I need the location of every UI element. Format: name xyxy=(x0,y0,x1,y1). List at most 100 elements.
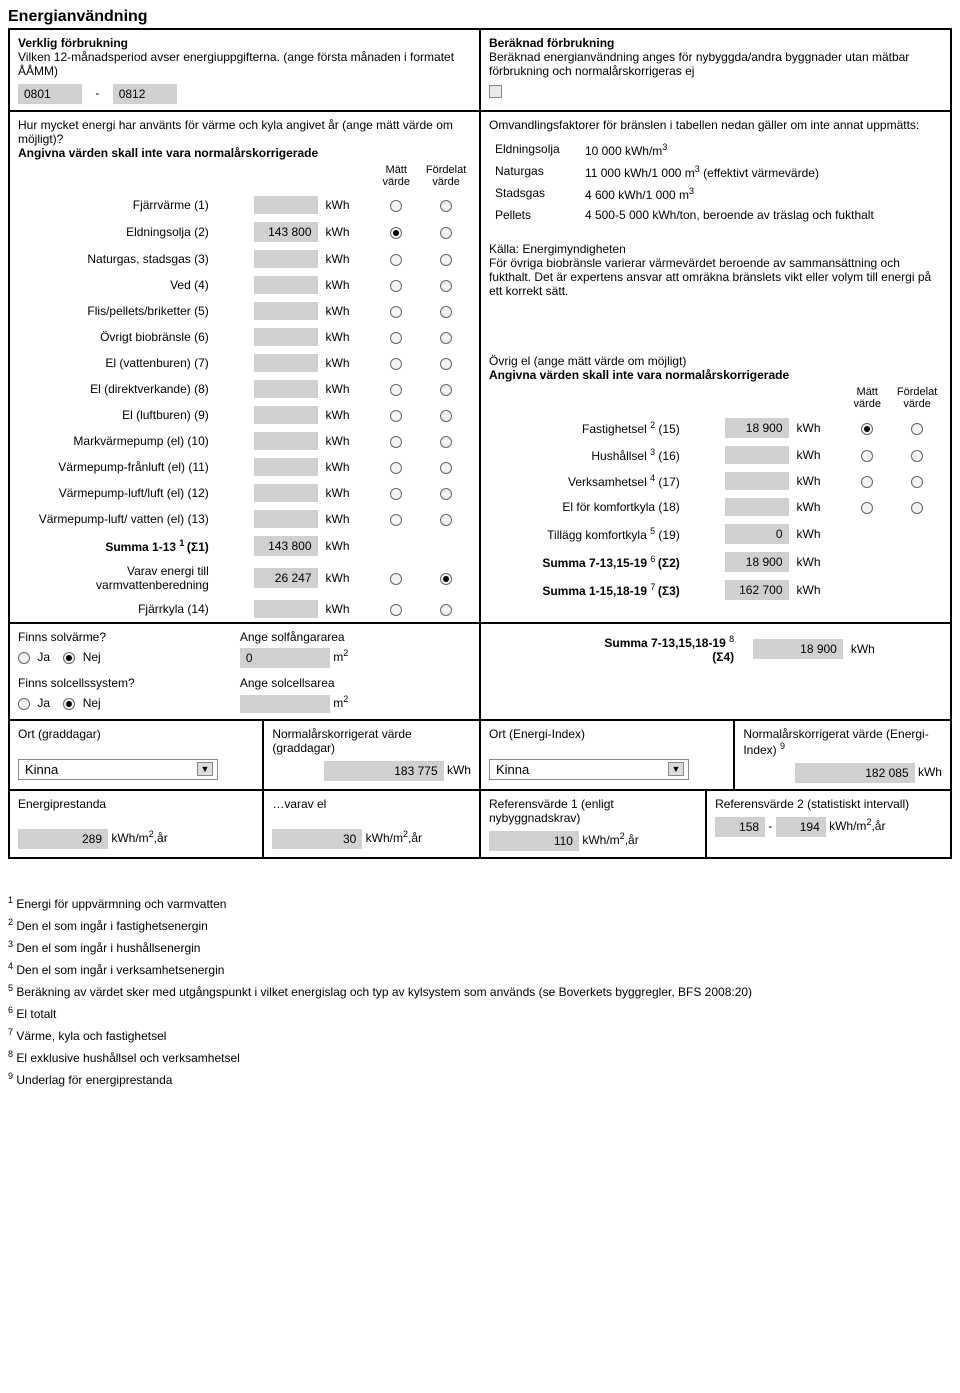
el-value[interactable] xyxy=(725,472,789,490)
el-value[interactable] xyxy=(725,446,789,464)
col-matt: Mätt värde xyxy=(371,160,421,192)
solvarm-ja-radio[interactable] xyxy=(18,652,30,664)
ort-ei-box: Ort (Energi-Index) Kinna ▼ xyxy=(480,720,734,790)
energy-value[interactable] xyxy=(254,380,318,398)
el-label: Fastighetsel 2 (15) xyxy=(489,414,684,442)
radio-fordelat[interactable] xyxy=(440,254,452,266)
norm-ei-val: 182 085 xyxy=(795,763,915,783)
ort-ei-select[interactable]: Kinna ▼ xyxy=(489,759,689,780)
radio-fordelat[interactable] xyxy=(911,476,923,488)
norm-dd-lbl: Normalårskorrigerat värde (graddagar) xyxy=(272,727,471,755)
chevron-down-icon: ▼ xyxy=(197,762,213,776)
conv-table: Eldningsolja 10 000 kWh/m3 Naturgas 11 0… xyxy=(489,138,942,226)
sum-val: 162 700 xyxy=(725,580,789,600)
energy-value[interactable] xyxy=(254,406,318,424)
energy-value[interactable] xyxy=(254,354,318,372)
radio-matt[interactable] xyxy=(390,604,402,616)
footnote: 6 El totalt xyxy=(8,1005,952,1021)
radio-fordelat[interactable] xyxy=(440,384,452,396)
energy-row: Värmepump-luft/luft (el) (12)kWh xyxy=(18,480,471,506)
energy-unit: kWh xyxy=(322,350,372,376)
radio-matt[interactable] xyxy=(390,573,402,585)
radio-fordelat[interactable] xyxy=(440,573,452,585)
beraknad-checkbox[interactable] xyxy=(489,85,502,98)
radio-fordelat[interactable] xyxy=(440,604,452,616)
energy-label: El (luftburen) (9) xyxy=(18,402,213,428)
ref1-unit: kWh/m2,år xyxy=(582,833,638,847)
radio-fordelat[interactable] xyxy=(440,514,452,526)
energy-value[interactable]: 143 800 xyxy=(254,222,318,242)
energy-value[interactable] xyxy=(254,302,318,320)
energy-value[interactable] xyxy=(254,432,318,450)
radio-fordelat[interactable] xyxy=(440,462,452,474)
el-unit: kWh xyxy=(793,442,843,468)
radio-matt[interactable] xyxy=(390,332,402,344)
conv-v-0: 10 000 kWh/m3 xyxy=(581,140,940,160)
period-from[interactable]: 0801 xyxy=(18,84,82,104)
fjarrkyla-val[interactable] xyxy=(254,600,318,618)
radio-matt[interactable] xyxy=(861,450,873,462)
solcell-ja-radio[interactable] xyxy=(18,698,30,710)
period-to[interactable]: 0812 xyxy=(113,84,177,104)
energy-unit: kWh xyxy=(322,506,372,532)
radio-matt[interactable] xyxy=(390,462,402,474)
footnote: 4 Den el som ingår i verksamhetsenergin xyxy=(8,961,952,977)
varav-val[interactable]: 26 247 xyxy=(254,568,318,588)
energy-value[interactable] xyxy=(254,276,318,294)
energy-label: Eldningsolja (2) xyxy=(18,218,213,246)
radio-fordelat[interactable] xyxy=(440,410,452,422)
footnote: 5 Beräkning av värdet sker med utgångspu… xyxy=(8,983,952,999)
radio-matt[interactable] xyxy=(390,514,402,526)
radio-fordelat[interactable] xyxy=(440,332,452,344)
radio-fordelat[interactable] xyxy=(440,280,452,292)
energy-value[interactable] xyxy=(254,484,318,502)
radio-matt[interactable] xyxy=(861,423,873,435)
radio-matt[interactable] xyxy=(390,436,402,448)
s4-unit: kWh xyxy=(847,630,897,668)
energy-value[interactable] xyxy=(254,510,318,528)
energy-value[interactable] xyxy=(254,250,318,268)
el-value[interactable] xyxy=(725,498,789,516)
radio-matt[interactable] xyxy=(390,306,402,318)
radio-matt[interactable] xyxy=(390,384,402,396)
solvarm-nej-radio[interactable] xyxy=(63,652,75,664)
radio-fordelat[interactable] xyxy=(440,306,452,318)
footnote: 1 Energi för uppvärmning och varmvatten xyxy=(8,895,952,911)
conv-v-2: 4 600 kWh/1 000 m3 xyxy=(581,184,940,204)
radio-matt[interactable] xyxy=(861,476,873,488)
ort-dd-box: Ort (graddagar) Kinna ▼ xyxy=(9,720,263,790)
radio-fordelat[interactable] xyxy=(911,450,923,462)
energy-value[interactable] xyxy=(254,196,318,214)
radio-matt[interactable] xyxy=(861,502,873,514)
energy-label: Värmepump-luft/luft (el) (12) xyxy=(18,480,213,506)
radio-matt[interactable] xyxy=(390,200,402,212)
solvarm-area-val[interactable]: 0 xyxy=(240,648,330,668)
solcell-nej-radio[interactable] xyxy=(63,698,75,710)
energy-unit: kWh xyxy=(322,192,372,218)
el-value[interactable]: 18 900 xyxy=(725,418,789,438)
varav-el-unit: kWh/m2,år xyxy=(366,831,422,845)
conv-k-2: Stadsgas xyxy=(491,184,579,204)
energy-row: El (luftburen) (9)kWh xyxy=(18,402,471,428)
ort-dd-select[interactable]: Kinna ▼ xyxy=(18,759,218,780)
radio-fordelat[interactable] xyxy=(440,488,452,500)
radio-matt[interactable] xyxy=(390,488,402,500)
ovrig-el-heading: Övrig el (ange mätt värde om möjligt) xyxy=(489,354,942,368)
radio-fordelat[interactable] xyxy=(440,436,452,448)
radio-fordelat[interactable] xyxy=(911,502,923,514)
radio-fordelat[interactable] xyxy=(440,200,452,212)
radio-matt[interactable] xyxy=(390,280,402,292)
radio-fordelat[interactable] xyxy=(911,423,923,435)
radio-matt[interactable] xyxy=(390,358,402,370)
radio-matt[interactable] xyxy=(390,254,402,266)
radio-fordelat[interactable] xyxy=(440,358,452,370)
energy-value[interactable] xyxy=(254,458,318,476)
radio-matt[interactable] xyxy=(390,227,402,239)
solcell-area-val[interactable] xyxy=(240,695,330,713)
conv-src-text: För övriga biobränsle varierar värmevärd… xyxy=(489,256,942,298)
energy-value[interactable] xyxy=(254,328,318,346)
energy-label: Fjärrvärme (1) xyxy=(18,192,213,218)
radio-matt[interactable] xyxy=(390,410,402,422)
radio-fordelat[interactable] xyxy=(440,227,452,239)
page-title: Energianvändning xyxy=(8,8,952,26)
